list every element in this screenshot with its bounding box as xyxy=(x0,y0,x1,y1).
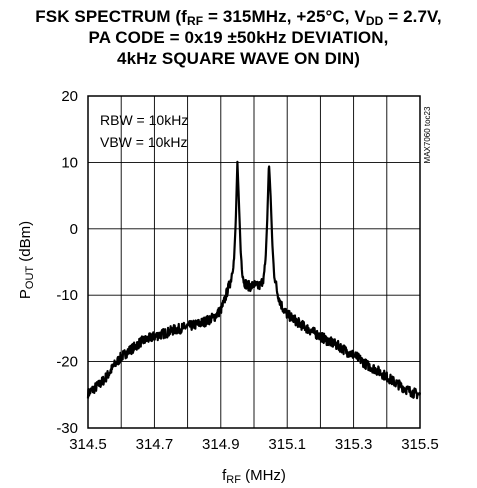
chart-title: FSK SPECTRUM (fRF = 315MHz, +25°C, VDD =… xyxy=(0,6,477,69)
vbw-annotation: VBW = 10kHz xyxy=(100,134,188,150)
y-tick-label: 10 xyxy=(61,154,78,171)
y-tick-label: -10 xyxy=(56,287,78,304)
y-tick-label: 20 xyxy=(61,88,78,105)
x-tick-label: 315.1 xyxy=(268,436,306,453)
y-axis-title: POUT (dBm) xyxy=(17,221,36,299)
y-tick-label: -20 xyxy=(56,354,78,371)
chart-title-line-2: PA CODE = 0x19 ±50kHz DEVIATION, xyxy=(88,28,389,47)
rbw-annotation: RBW = 10kHz xyxy=(100,112,188,128)
spectrum-trace xyxy=(86,160,422,400)
x-tick-label: 314.5 xyxy=(69,436,107,453)
y-tick-label: 0 xyxy=(70,221,78,238)
x-tick-label: 314.7 xyxy=(136,436,174,453)
chart-title-line-3: 4kHz SQUARE WAVE ON DIN) xyxy=(117,49,360,68)
y-tick-label: -30 xyxy=(56,420,78,437)
chart-title-line-1: FSK SPECTRUM (fRF = 315MHz, +25°C, VDD =… xyxy=(35,7,442,28)
x-tick-label: 315.5 xyxy=(401,436,439,453)
figure-code: MAX7060 toc23 xyxy=(423,106,432,163)
x-tick-label: 314.9 xyxy=(202,436,240,453)
plot-frame xyxy=(87,95,421,429)
x-axis-title: fRF (MHz) xyxy=(222,467,286,486)
x-tick-label: 315.3 xyxy=(335,436,373,453)
series-layer xyxy=(86,160,422,400)
tick-labels: -30 -20 -10 0 10 20 314.5 314.7 314.9 315.1 315.3 3… xyxy=(56,88,438,453)
